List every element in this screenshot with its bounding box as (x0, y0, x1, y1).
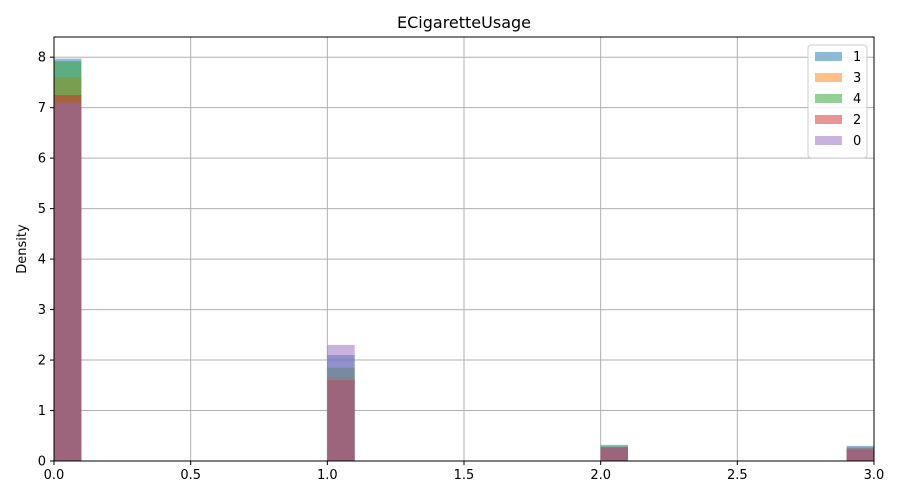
y-tick-label: 5 (38, 202, 46, 217)
grid (53, 37, 875, 462)
x-tick-label: 0.0 (44, 468, 65, 483)
y-tick-label: 4 (38, 253, 46, 268)
bar-series-0-bin-0 (54, 102, 82, 461)
y-tick-label: 7 (38, 101, 46, 116)
legend-swatch-1 (815, 52, 842, 61)
x-tick-label: 3.0 (864, 468, 885, 483)
legend-label-2: 2 (853, 113, 861, 128)
x-axis: 0.0 0.5 1.0 1.5 2.0 2.5 3.0 (44, 461, 885, 483)
x-tick-label: 0.5 (180, 468, 201, 483)
legend: 1 3 4 2 0 (807, 44, 868, 159)
y-tick-label: 0 (38, 455, 46, 470)
chart-title: ECigaretteUsage (397, 13, 531, 32)
y-tick-label: 8 (38, 51, 46, 66)
legend-label-4: 4 (853, 92, 861, 107)
x-tick-label: 2.0 (590, 468, 611, 483)
x-tick-label: 1.5 (454, 468, 475, 483)
legend-label-0: 0 (853, 134, 861, 149)
y-tick-label: 6 (38, 152, 46, 167)
y-axis-label: Density (15, 224, 30, 274)
legend-label-3: 3 (853, 71, 861, 86)
x-tick-label: 1.0 (317, 468, 338, 483)
histogram-bars (54, 58, 874, 462)
y-tick-label: 1 (38, 404, 46, 419)
legend-swatch-0 (815, 136, 842, 145)
legend-swatch-2 (815, 115, 842, 124)
y-tick-label: 2 (38, 354, 46, 369)
x-tick-label: 2.5 (727, 468, 748, 483)
y-axis: 0 1 2 3 4 5 6 7 8 (38, 51, 54, 470)
bar-series-0-bin-1 (327, 344, 355, 461)
legend-label-1: 1 (853, 50, 861, 65)
y-tick-label: 3 (38, 303, 46, 318)
legend-swatch-4 (815, 94, 842, 103)
bar-series-0-bin-2 (600, 447, 628, 461)
bar-series-0-bin-3 (846, 447, 874, 461)
legend-swatch-3 (815, 73, 842, 82)
